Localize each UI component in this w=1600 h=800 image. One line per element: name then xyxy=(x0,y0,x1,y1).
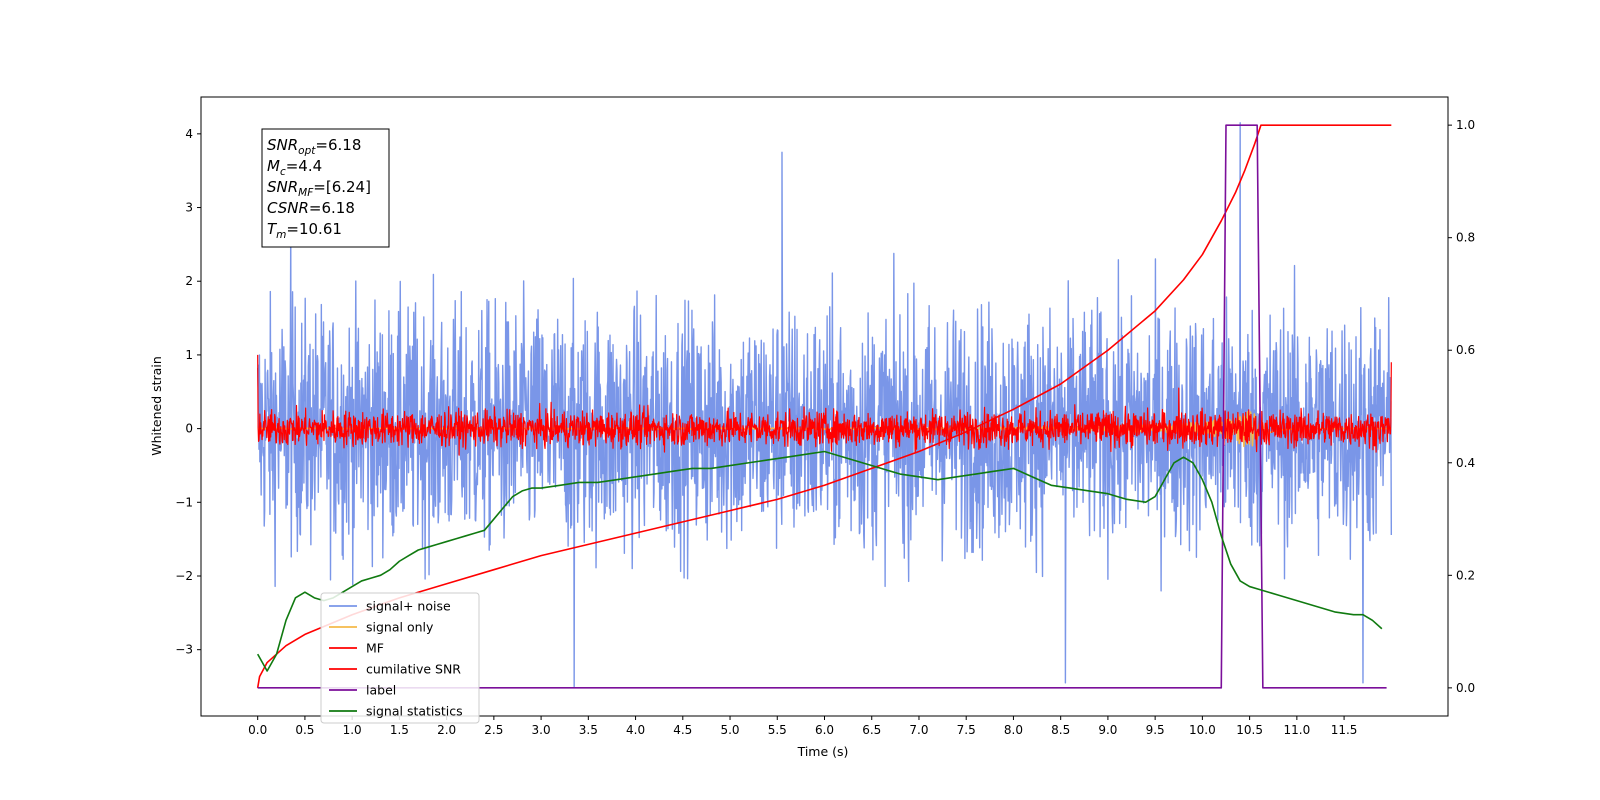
x-tick-label: 6.5 xyxy=(862,723,881,737)
legend-label: signal only xyxy=(366,620,434,635)
x-tick-label: 6.0 xyxy=(815,723,834,737)
y-tick-label: 2 xyxy=(185,274,193,288)
x-tick-label: 5.5 xyxy=(768,723,787,737)
x-tick-label: 3.5 xyxy=(579,723,598,737)
y-tick-label: 0 xyxy=(185,422,193,436)
series-label xyxy=(257,124,1387,689)
x-tick-label: 1.0 xyxy=(343,723,362,737)
x-tick-label: 7.0 xyxy=(909,723,928,737)
x-tick-label: 5.0 xyxy=(720,723,739,737)
y-tick-label: −2 xyxy=(175,569,193,583)
y2-tick-label: 0.8 xyxy=(1456,231,1475,245)
x-tick-label: 4.0 xyxy=(626,723,645,737)
y-tick-label: 4 xyxy=(185,127,193,141)
y2-tick-label: 0.2 xyxy=(1456,568,1475,582)
x-tick-label: 0.0 xyxy=(248,723,267,737)
x-tick-label: 0.5 xyxy=(295,723,314,737)
legend-label: MF xyxy=(366,641,384,656)
y-tick-label: −1 xyxy=(175,495,193,509)
legend-label: signal statistics xyxy=(366,704,463,719)
x-tick-label: 3.0 xyxy=(532,723,551,737)
y2-tick-label: 0.4 xyxy=(1456,456,1475,470)
x-tick-label: 7.5 xyxy=(957,723,976,737)
x-tick-label: 10.5 xyxy=(1236,723,1263,737)
x-tick-label: 11.0 xyxy=(1283,723,1310,737)
y-axis-label: Whitened strain xyxy=(149,356,164,455)
x-tick-label: 2.0 xyxy=(437,723,456,737)
x-tick-label: 2.5 xyxy=(484,723,503,737)
annotation-line: CSNR=6.18 xyxy=(267,199,355,217)
annotation-line: SNRopt=6.18 xyxy=(267,136,361,157)
x-tick-label: 8.0 xyxy=(1004,723,1023,737)
y-tick-label: −3 xyxy=(175,643,193,657)
annotation-line: SNRMF=[6.24] xyxy=(267,178,371,199)
legend: signal+ noise signal only MF cumilative SNR… xyxy=(320,592,480,724)
y2-tick-label: 0.0 xyxy=(1456,681,1475,695)
x-tick-label: 8.5 xyxy=(1051,723,1070,737)
y-axis-left: 4 3 2 1 0 −1 −2 −3 xyxy=(175,127,201,657)
y2-tick-label: 0.6 xyxy=(1456,343,1475,357)
y-tick-label: 1 xyxy=(185,348,193,362)
x-tick-label: 4.5 xyxy=(673,723,692,737)
annotation-line: Tm=10.61 xyxy=(267,220,342,241)
y-axis-right: 1.0 0.8 0.6 0.4 0.2 0.0 xyxy=(1448,118,1475,695)
y-tick-label: 3 xyxy=(185,201,193,215)
legend-label: cumilative SNR xyxy=(366,662,461,677)
series-signal-noise xyxy=(256,122,1393,688)
annotation-line: Mc=4.4 xyxy=(267,157,322,178)
x-tick-label: 9.5 xyxy=(1146,723,1165,737)
x-tick-label: 1.5 xyxy=(390,723,409,737)
x-axis-label: Time (s) xyxy=(797,744,849,759)
legend-label: label xyxy=(366,683,396,698)
x-tick-label: 10.0 xyxy=(1189,723,1216,737)
x-axis: 0.0 0.5 1.0 1.5 2.0 2.5 3.0 3.5 4.0 4.5 5.0 5.5 6.0 6… xyxy=(248,716,1357,737)
x-tick-label: 11.5 xyxy=(1331,723,1358,737)
series-signal-statistics xyxy=(256,450,1383,672)
legend-label: signal+ noise xyxy=(366,599,451,614)
series-mf xyxy=(257,354,1392,456)
y2-tick-label: 1.0 xyxy=(1456,118,1475,132)
x-tick-label: 9.0 xyxy=(1098,723,1117,737)
